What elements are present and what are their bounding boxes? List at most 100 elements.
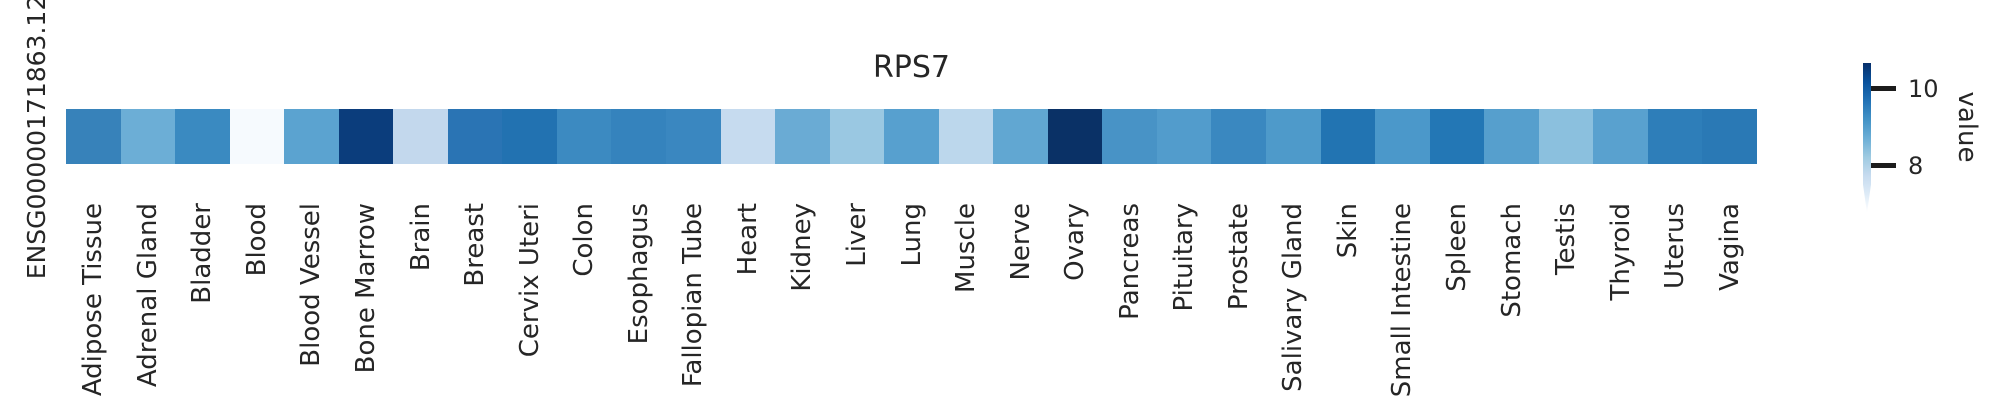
heatmap-cell (938, 109, 994, 164)
heatmap-cell (502, 109, 557, 164)
colorbar-tick-label: 10 (1908, 75, 1939, 103)
heatmap-cell (775, 109, 830, 164)
x-tick-label: Brain (405, 203, 436, 272)
heatmap-cell (1538, 109, 1594, 164)
heatmap-cell (175, 109, 230, 164)
heatmap-cell (1375, 109, 1430, 164)
colorbar-tick-mark (1871, 86, 1896, 91)
heatmap-cell (120, 109, 176, 164)
x-tick-label-anchor: Brain (406, 203, 436, 275)
x-tick-label: Heart (732, 203, 763, 276)
colorbar-tick-label: 8 (1908, 152, 1924, 180)
x-tick-label-anchor: Vagina (1715, 203, 1745, 295)
heatmap-cell (66, 109, 121, 164)
x-tick-label-anchor: Uterus (1660, 203, 1690, 293)
x-tick-label: Stomach (1496, 203, 1527, 318)
heatmap-cell (229, 109, 285, 164)
x-tick-label-anchor: Blood (242, 203, 272, 280)
x-tick-label-anchor: Kidney (787, 203, 817, 296)
heatmap-cell (1702, 109, 1757, 164)
x-tick-label: Testis (1551, 203, 1582, 275)
x-tick-label-anchor: Salivary Gland (1278, 203, 1308, 396)
heatmap-cell (993, 109, 1048, 164)
heatmap-cell (1429, 109, 1485, 164)
x-tick-label: Skin (1332, 203, 1363, 259)
heatmap-cell (1211, 109, 1267, 164)
x-tick-label-anchor: Adipose Tissue (78, 203, 108, 400)
x-tick-label: Prostate (1223, 203, 1254, 311)
x-tick-label: Spleen (1441, 203, 1472, 292)
x-tick-label: Uterus (1660, 203, 1691, 289)
x-tick-label-anchor: Stomach (1497, 203, 1527, 322)
x-tick-label-anchor: Testis (1551, 203, 1581, 279)
x-tick-label-anchor: Muscle (951, 203, 981, 297)
x-tick-label: Blood (241, 203, 272, 277)
chart-title: RPS7 (872, 50, 951, 85)
x-tick-label: Liver (841, 203, 872, 267)
heatmap-cell (393, 109, 448, 164)
heatmap-cell (1320, 109, 1376, 164)
colorbar-axis-label: value (1952, 91, 1982, 163)
x-tick-label-anchor: Adrenal Gland (133, 203, 163, 391)
x-tick-label-anchor: Cervix Uteri (515, 203, 545, 361)
colorbar-gradient (1863, 63, 1871, 213)
heatmap-cell (829, 109, 885, 164)
y-axis-row-label: ENSG00000171863.12 (22, 0, 51, 280)
heatmap-cell (720, 109, 776, 164)
x-tick-label: Salivary Gland (1278, 203, 1309, 392)
x-tick-label-anchor: Pituitary (1169, 203, 1199, 315)
x-tick-label: Breast (460, 203, 491, 287)
x-tick-label: Fallopian Tube (678, 203, 709, 388)
x-tick-label-anchor: Prostate (1224, 203, 1254, 314)
x-tick-label-anchor: Pancreas (1115, 203, 1145, 324)
heatmap-cell (1593, 109, 1648, 164)
x-tick-label: Adipose Tissue (78, 203, 109, 397)
heatmap-row (66, 109, 1757, 164)
x-tick-label: Nerve (1005, 203, 1036, 281)
x-tick-label-anchor: Ovary (1060, 203, 1090, 285)
x-tick-label: Pancreas (1114, 203, 1145, 320)
x-tick-label: Bladder (187, 203, 218, 304)
heatmap-cell (666, 109, 721, 164)
heatmap-cell (1266, 109, 1321, 164)
heatmap-cell (556, 109, 612, 164)
x-tick-label: Ovary (1060, 203, 1091, 281)
heatmap-cell (1047, 109, 1103, 164)
x-tick-label: Small Intestine (1387, 203, 1418, 398)
x-tick-label: Cervix Uteri (514, 203, 545, 358)
x-tick-label: Muscle (951, 203, 982, 293)
heatmap-cell (447, 109, 503, 164)
x-tick-label-anchor: Liver (842, 203, 872, 271)
x-tick-label: Adrenal Gland (132, 203, 163, 388)
x-tick-label: Thyroid (1605, 203, 1636, 301)
x-tick-label: Blood Vessel (296, 203, 327, 367)
x-tick-label-anchor: Thyroid (1606, 203, 1636, 305)
heatmap-cell (338, 109, 394, 164)
x-tick-label-anchor: Bladder (187, 203, 217, 308)
x-tick-label-anchor: Skin (1333, 203, 1363, 262)
x-tick-label-anchor: Lung (897, 203, 927, 271)
x-tick-label-anchor: Fallopian Tube (678, 203, 708, 391)
x-tick-label-anchor: Small Intestine (1387, 203, 1417, 401)
heatmap-cell (1647, 109, 1703, 164)
heatmap-cell (884, 109, 939, 164)
x-tick-label: Colon (569, 203, 600, 277)
heatmap-cell (1102, 109, 1157, 164)
x-tick-label: Pituitary (1169, 203, 1200, 312)
x-tick-label-anchor: Colon (569, 203, 599, 281)
heatmap-cell (1156, 109, 1212, 164)
x-tick-label-anchor: Bone Marrow (351, 203, 381, 377)
x-tick-label: Vagina (1714, 203, 1745, 291)
x-tick-label: Kidney (787, 203, 818, 292)
x-tick-label: Esophagus (623, 203, 654, 345)
heatmap-cell (1484, 109, 1539, 164)
heatmap-cell (284, 109, 339, 164)
colorbar-tick-mark (1871, 163, 1896, 168)
x-tick-label-anchor: Breast (460, 203, 490, 291)
heatmap-cell (611, 109, 667, 164)
x-tick-label-anchor: Nerve (1006, 203, 1036, 285)
x-tick-label-anchor: Heart (733, 203, 763, 279)
x-tick-label-anchor: Esophagus (624, 203, 654, 348)
x-tick-label-anchor: Blood Vessel (296, 203, 326, 371)
